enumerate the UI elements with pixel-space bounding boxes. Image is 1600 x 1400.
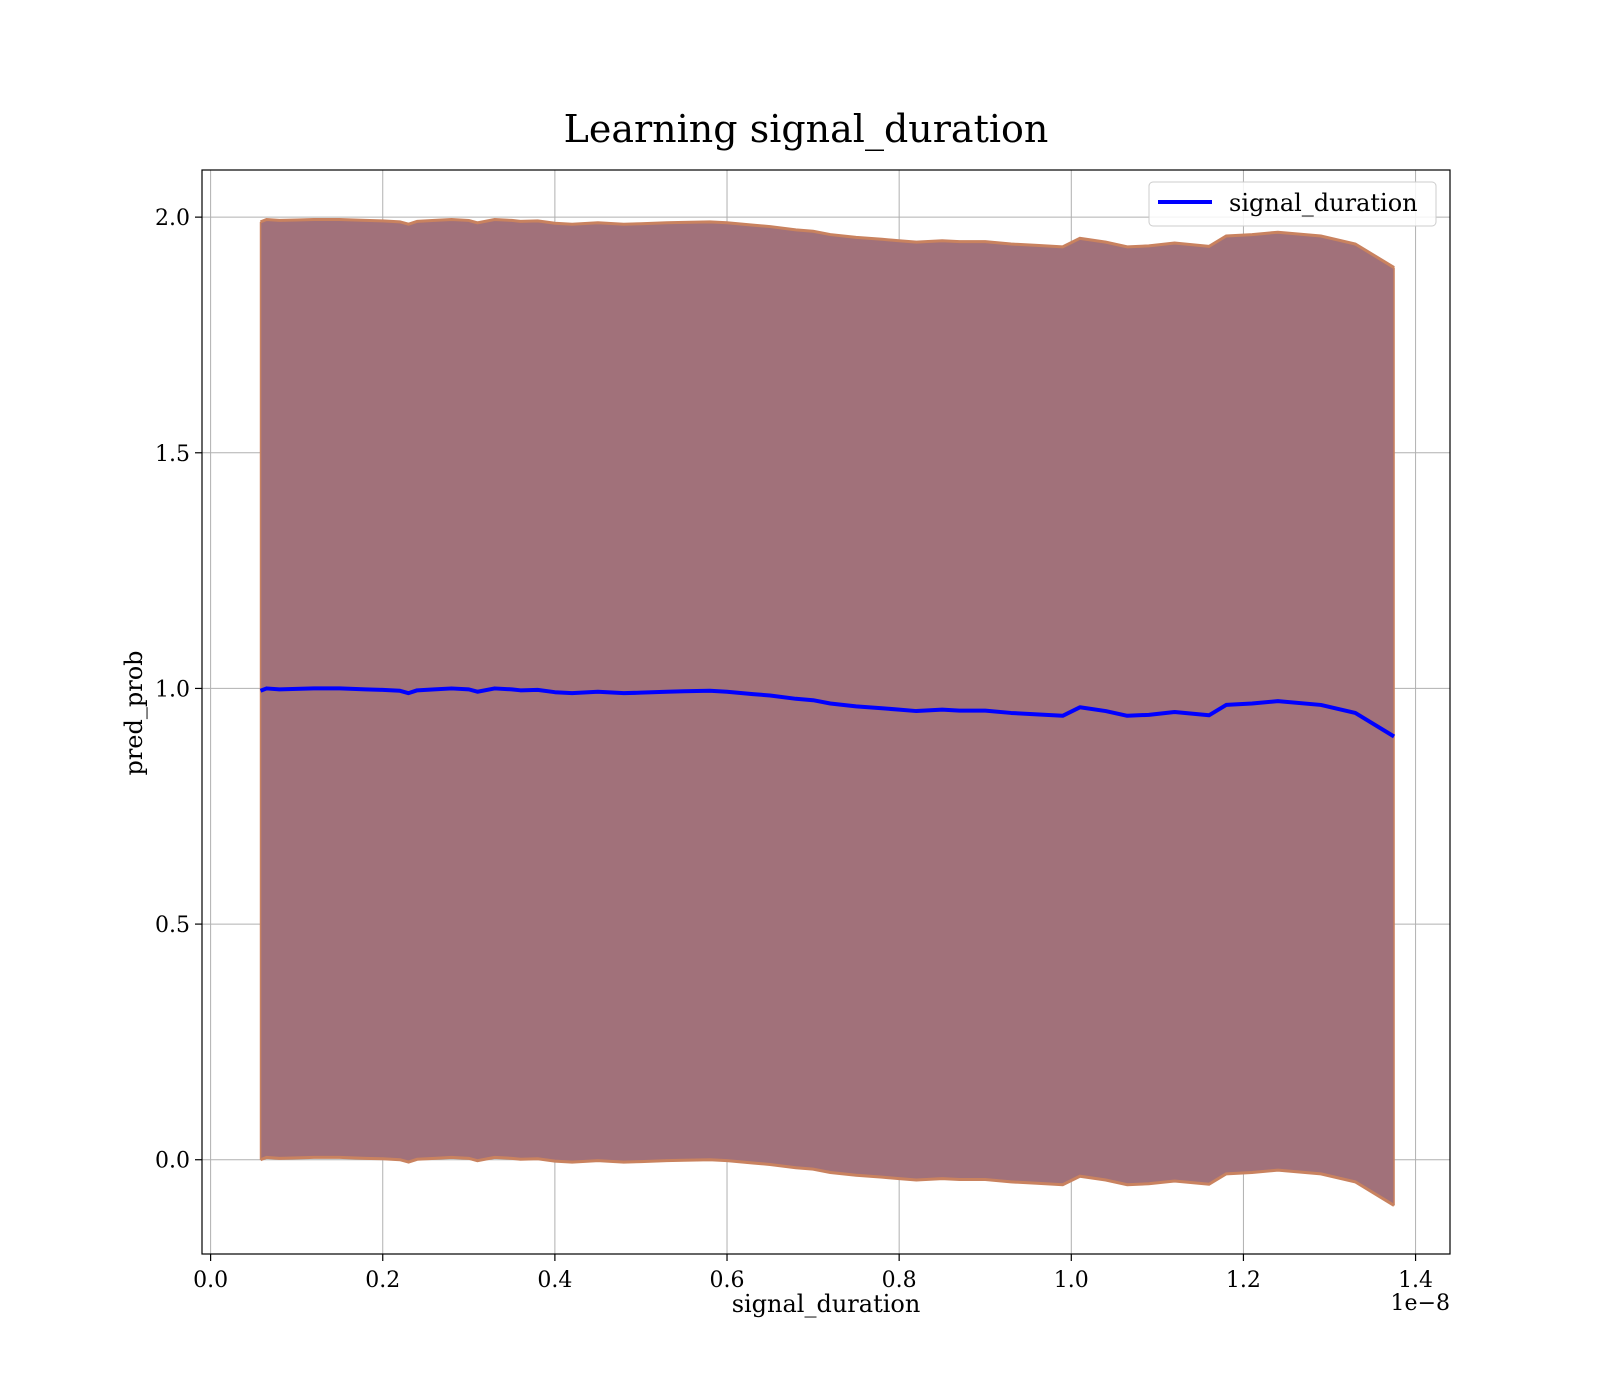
y-tick-label: 1.0 <box>155 677 190 702</box>
legend-box <box>1148 181 1437 227</box>
legend: signal_duration <box>1148 181 1437 227</box>
x-tick-label: 0.2 <box>365 1268 400 1293</box>
y-tick-label: 1.5 <box>155 442 190 467</box>
chart-title: Learning signal_duration <box>564 107 1049 152</box>
band-lower-edge <box>259 1155 1395 1207</box>
confidence-band <box>260 219 1395 1206</box>
band-upper-edge <box>259 217 1395 269</box>
x-offset-label: 1e−8 <box>1391 1291 1450 1316</box>
line-layer <box>259 686 1396 739</box>
y-axis-label: pred_prob <box>120 650 148 775</box>
tick-layer: 0.0 0.2 0.4 0.6 0.8 1.0 1.2 1.4 0.0 0.5 1.0 1.5 2.0 <box>155 206 1433 1293</box>
y-tick-label: 0.5 <box>155 913 190 938</box>
y-tick-label: 0.0 <box>155 1149 190 1174</box>
y-tick-label: 2.0 <box>155 206 190 231</box>
plot-frame <box>201 169 1451 1255</box>
x-tick-label: 1.2 <box>1226 1268 1261 1293</box>
band-layer <box>259 217 1395 1207</box>
x-tick-label: 0.4 <box>537 1268 572 1293</box>
x-tick-label: 0.6 <box>710 1268 745 1293</box>
x-tick-label: 0.0 <box>193 1268 228 1293</box>
series-line-signal-duration <box>259 686 1396 739</box>
x-tick-label: 0.8 <box>882 1268 917 1293</box>
x-axis-label: signal_duration <box>732 1290 921 1318</box>
legend-label: signal_duration <box>1229 189 1418 217</box>
x-tick-label: 1.0 <box>1054 1268 1089 1293</box>
x-tick-label: 1.4 <box>1398 1268 1433 1293</box>
